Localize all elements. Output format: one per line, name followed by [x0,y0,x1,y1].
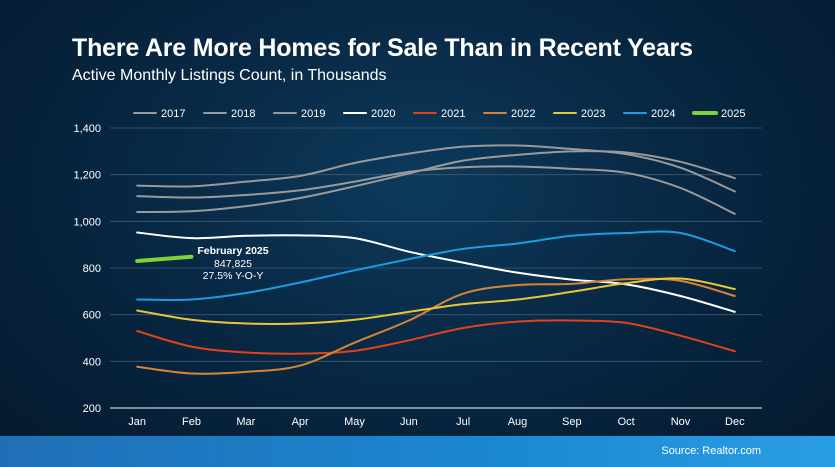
x-tick-label: Oct [618,416,635,428]
footer-bar: Source: Realtor.com [0,436,835,467]
series-line-2021 [136,319,736,355]
series-line-2022 [136,277,736,375]
x-tick-label: Mar [236,416,255,428]
y-tick-label: 400 [83,356,101,368]
legend-label-2020: 2020 [371,108,395,120]
series-line-2018 [136,165,736,215]
x-tick-label: May [344,416,365,428]
y-tick-label: 1,000 [73,216,101,228]
x-tick-label: Jan [128,416,146,428]
legend-label-2017: 2017 [161,108,185,120]
y-tick-label: 1,200 [73,170,101,182]
chart-title: There Are More Homes for Sale Than in Re… [72,34,693,62]
annotation-label: February 2025 [197,245,268,257]
series-line-2020 [136,231,736,313]
legend-label-2021: 2021 [441,108,465,120]
line-chart: 2017 2018 2019 2020 2021 2022 2023 2024 2025 200… [73,108,762,428]
series-lines [135,144,736,375]
series-line-2017 [136,150,736,213]
y-tick-label: 800 [83,263,101,275]
y-tick-label: 200 [83,403,101,415]
source-note: Source: Realtor.com [661,445,761,457]
x-tick-label: Feb [182,416,201,428]
x-tick-label: Sep [562,416,582,428]
x-tick-label: Nov [671,416,691,428]
x-tick-label: Aug [508,416,528,428]
y-tick-label: 1,400 [73,123,101,135]
chart-subtitle: Active Monthly Listings Count, in Thousa… [72,67,387,84]
x-tick-label: Jul [456,416,470,428]
axes: 200 400 600 800 1,000 1,200 1,400 Jan Feb Mar Apr M… [73,123,745,428]
legend-label-2025: 2025 [721,108,745,120]
annotation: February 2025 847,825 27.5% Y-O-Y [197,245,268,282]
legend-label-2018: 2018 [231,108,255,120]
series-line-2025 [135,254,194,263]
legend: 2017 2018 2019 2020 2021 2022 2023 2024 2025 [133,108,745,120]
x-tick-label: Dec [725,416,745,428]
legend-label-2022: 2022 [511,108,535,120]
x-tick-label: Jun [400,416,418,428]
legend-label-2024: 2024 [651,108,675,120]
legend-label-2019: 2019 [301,108,325,120]
x-tick-label: Apr [292,416,309,428]
series-line-2024 [136,230,736,301]
annotation-change: 27.5% Y-O-Y [203,270,264,282]
annotation-value: 847,825 [214,258,252,270]
series-line-2023 [136,277,736,326]
y-tick-label: 600 [83,310,101,322]
legend-label-2023: 2023 [581,108,605,120]
series-line-2019 [136,144,736,193]
grid [110,127,762,409]
